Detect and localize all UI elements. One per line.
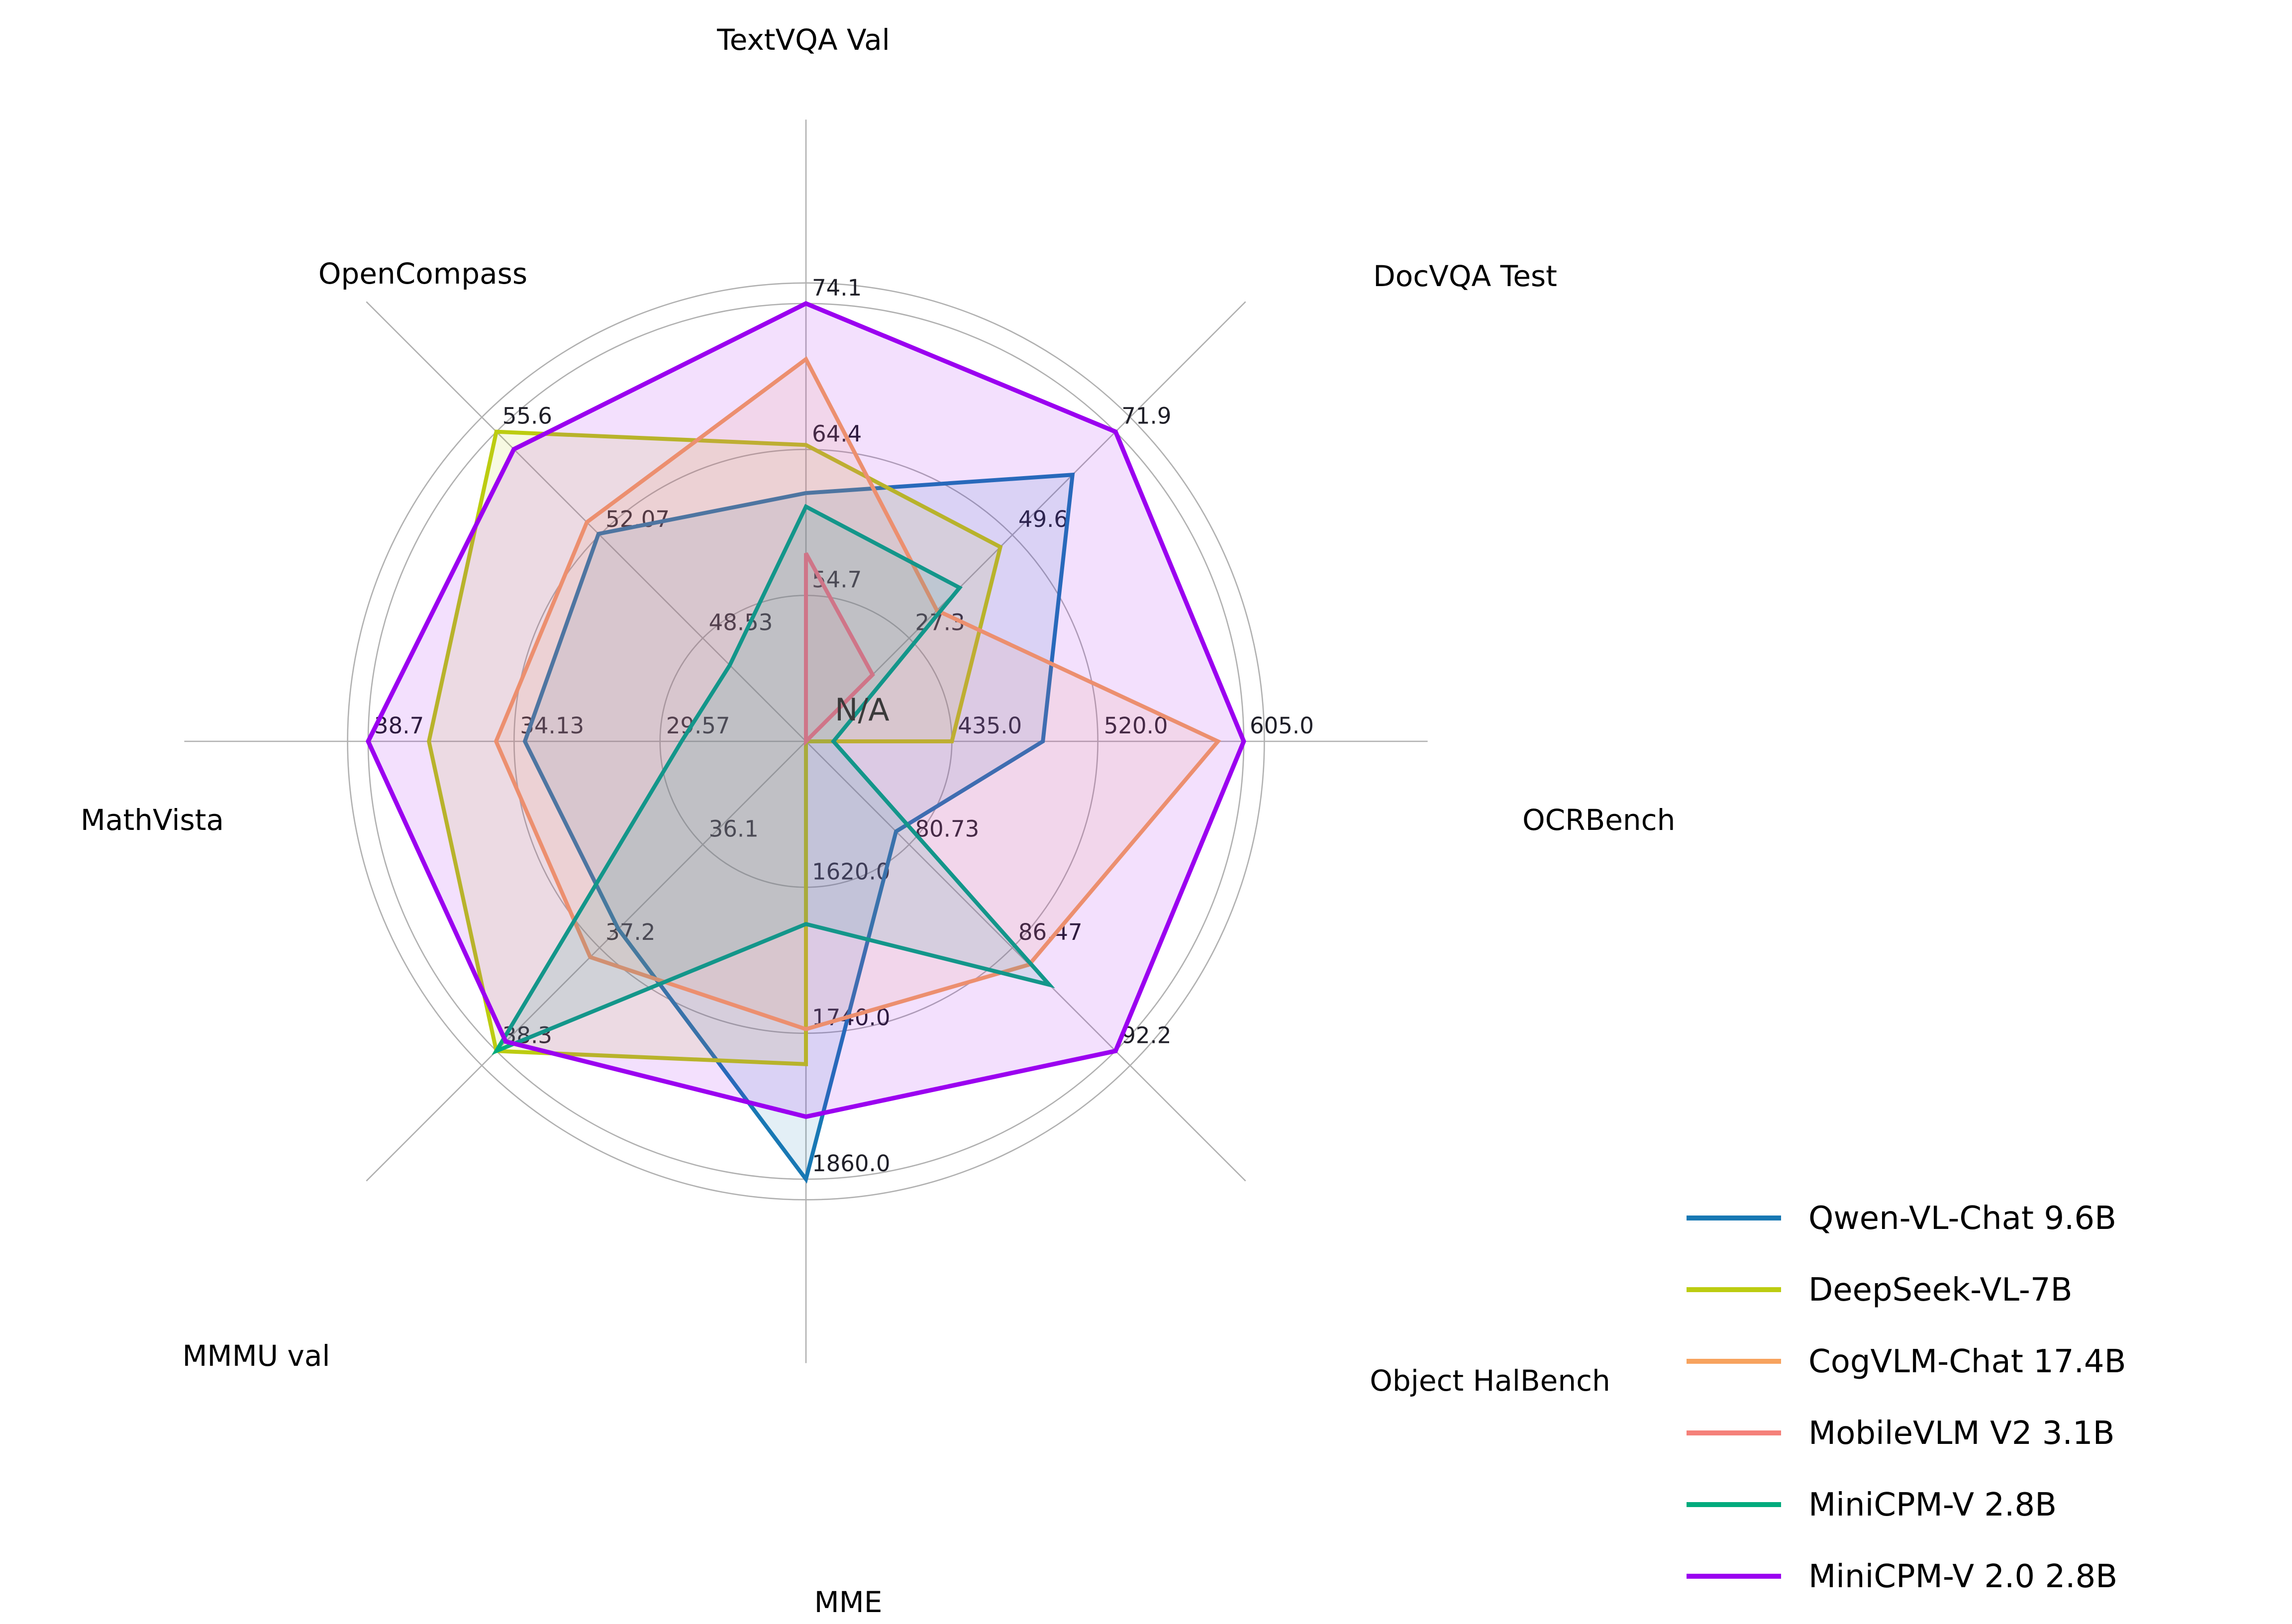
tick-label: 92.2 xyxy=(1121,1022,1171,1048)
legend-label-deepseek-vl-7b: DeepSeek-VL-7B xyxy=(1808,1272,2072,1309)
legend-label-minicpm-v-2-0-2-8b: MiniCPM-V 2.0 2.8B xyxy=(1808,1558,2117,1595)
axis-label-docvqa-test: DocVQA Test xyxy=(1373,259,1557,293)
tick-label: 80.73 xyxy=(915,815,979,842)
tick-label: 74.1 xyxy=(812,275,862,301)
tick-label: 520.0 xyxy=(1104,712,1168,739)
axis-label-textvqa-val: TextVQA Val xyxy=(716,23,890,57)
tick-label: 1620.0 xyxy=(812,858,890,885)
series-polygon-cogvlm-chat-17-4b xyxy=(494,356,1221,1031)
axis-spoke-3 xyxy=(805,741,1246,1182)
series-polygon-minicpm-v-2-8b xyxy=(492,504,1055,1055)
tick-label: 605.0 xyxy=(1250,712,1314,739)
axis-label-mathvista: MathVista xyxy=(81,803,224,837)
series-polygon-deepseek-vl-7b xyxy=(427,429,1003,1066)
tick-label: 1860.0 xyxy=(812,1150,890,1177)
axis-spoke-1 xyxy=(805,301,1246,742)
series-polygon-mobilevlm-v2-3-1b xyxy=(804,552,875,746)
axis-label-ocrbench: OCRBench xyxy=(1522,803,1675,837)
tick-label: 64.4 xyxy=(812,420,862,447)
legend-label-mobilevlm-v2-3-1b: MobileVLM V2 3.1B xyxy=(1808,1415,2114,1452)
legend-label-minicpm-v-2-8b: MiniCPM-V 2.8B xyxy=(1808,1487,2057,1523)
tick-label: 36.1 xyxy=(709,815,759,842)
tick-label: 49.6 xyxy=(1018,506,1068,532)
series-polygon-qwen-vl-chat-9-6b xyxy=(522,472,1075,1184)
axis-label-object-halbench: Object HalBench xyxy=(1370,1364,1610,1398)
center-na-label: N/A xyxy=(835,692,890,728)
tick-label: 48.53 xyxy=(709,609,773,636)
axis-label-mmmu-val: MMMU val xyxy=(183,1339,330,1373)
axis-label-opencompass: OpenCompass xyxy=(318,257,527,291)
tick-label: 55.6 xyxy=(502,403,552,429)
tick-label: 71.9 xyxy=(1121,403,1171,429)
axis-label-mme: MME xyxy=(814,1585,883,1619)
tick-label: 435.0 xyxy=(958,712,1022,739)
legend-label-cogvlm-chat-17-4b: CogVLM-Chat 17.4B xyxy=(1808,1343,2126,1380)
series-polygon-minicpm-v-2-0-2-8b xyxy=(366,301,1246,1119)
legend-label-qwen-vl-chat-9-6b: Qwen-VL-Chat 9.6B xyxy=(1808,1200,2116,1237)
axis-spoke-5 xyxy=(366,741,806,1182)
